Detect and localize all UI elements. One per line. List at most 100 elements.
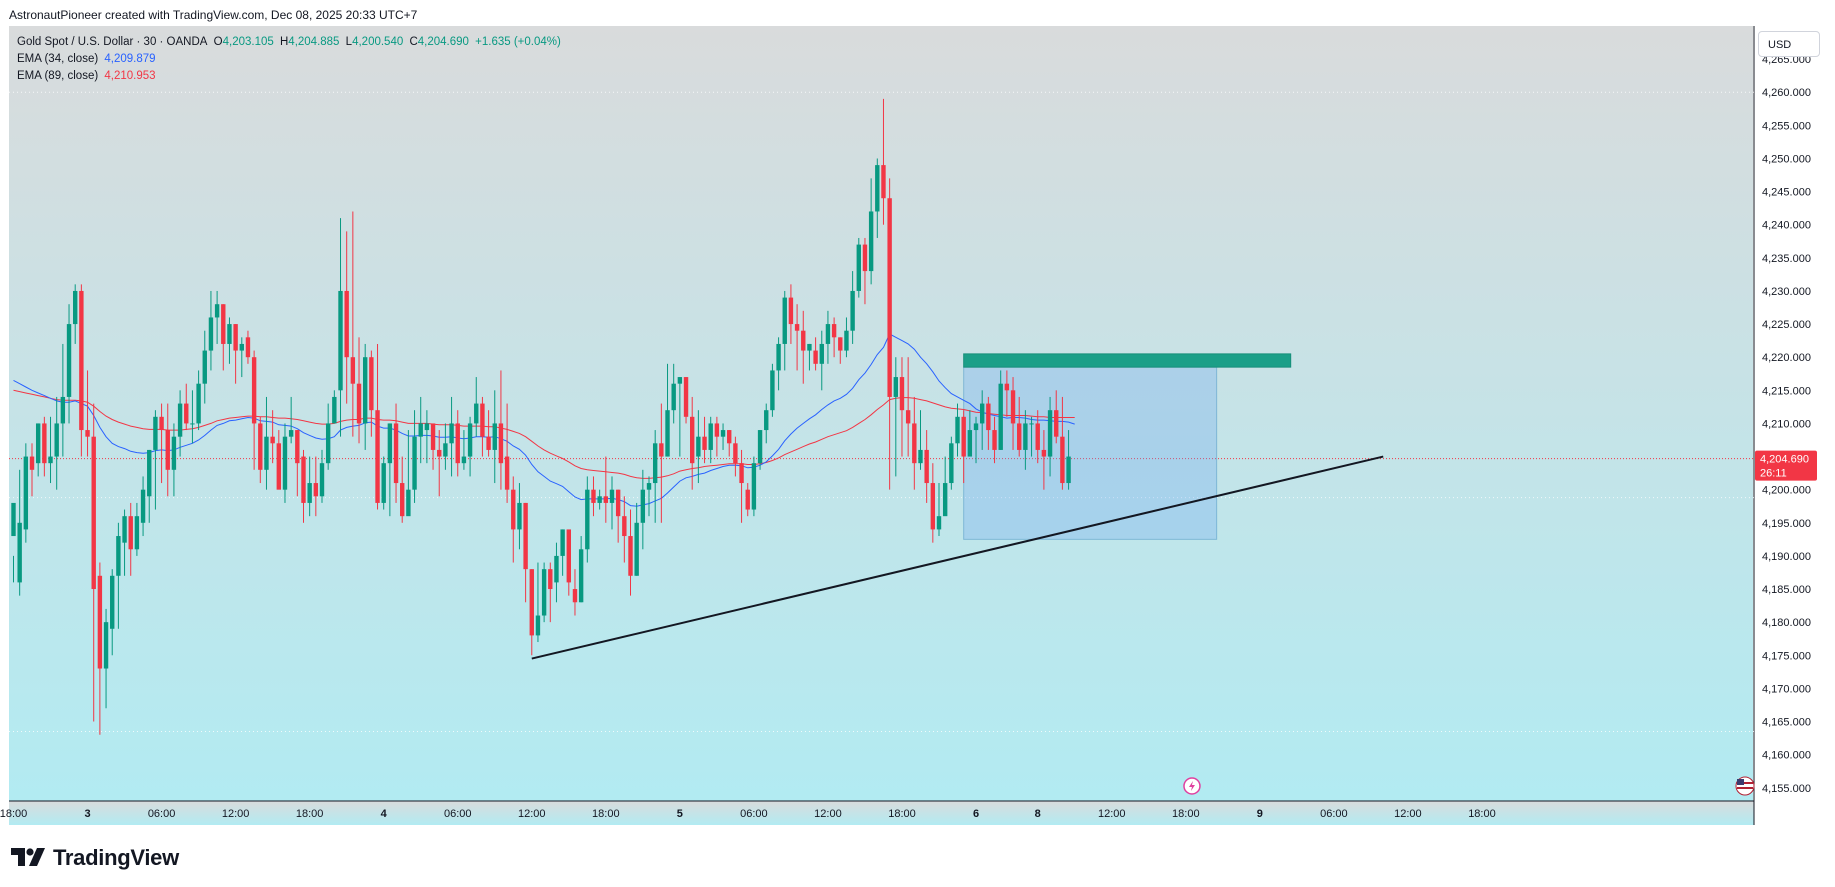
candle[interactable] [153,410,158,510]
candle[interactable] [646,476,652,517]
candle[interactable] [85,370,90,457]
candle[interactable] [905,357,911,457]
candle[interactable] [899,357,905,457]
candle[interactable] [54,396,59,490]
candle[interactable] [128,502,133,576]
candle[interactable] [813,337,818,371]
candle[interactable] [609,476,615,530]
candle[interactable] [757,430,763,470]
candle[interactable] [548,562,553,623]
candle[interactable] [856,237,861,298]
candle[interactable] [17,469,22,596]
candle[interactable] [751,456,757,517]
candle[interactable] [165,403,170,497]
candle[interactable] [942,456,948,517]
candle[interactable] [387,423,393,517]
candle[interactable] [73,284,78,344]
candle[interactable] [233,324,238,384]
candle[interactable] [480,396,485,457]
candle[interactable] [498,370,504,490]
candle[interactable] [159,403,164,484]
candle[interactable] [245,330,251,364]
candle[interactable] [511,476,516,563]
candle[interactable] [1010,377,1016,450]
candle[interactable] [424,410,430,464]
candle[interactable] [572,569,578,616]
candle[interactable] [492,390,497,484]
candle[interactable] [171,423,177,497]
candle[interactable] [116,522,121,629]
symbol-title[interactable]: Gold Spot / U.S. Dollar · 30 · OANDA [17,36,208,48]
candle[interactable] [1047,396,1053,477]
candle[interactable] [634,502,639,576]
candle[interactable] [992,416,997,464]
candle[interactable] [702,416,707,464]
candle[interactable] [79,284,84,457]
candle[interactable] [677,377,683,457]
candle[interactable] [393,403,399,503]
candle[interactable] [733,436,738,477]
candle[interactable] [578,536,584,603]
candle[interactable] [788,284,794,344]
candle[interactable] [831,317,837,358]
candle[interactable] [893,357,899,477]
candle[interactable] [924,430,929,503]
candle[interactable] [597,489,602,510]
candle[interactable] [251,350,257,470]
candle[interactable] [794,304,800,371]
candle[interactable] [1017,396,1022,457]
candle[interactable] [66,304,72,424]
candle[interactable] [523,502,528,603]
candle[interactable] [430,423,436,470]
candle[interactable] [301,449,306,523]
candle[interactable] [850,271,855,344]
candle[interactable] [918,410,923,470]
candle[interactable] [282,423,288,503]
candle[interactable] [764,403,769,444]
candle[interactable] [344,231,349,404]
candle[interactable] [875,158,880,238]
candle[interactable] [807,343,812,371]
candle[interactable] [35,423,41,477]
candle[interactable] [671,363,676,424]
candle[interactable] [640,469,646,550]
candle[interactable] [529,569,534,656]
candle[interactable] [48,416,53,484]
candle[interactable] [554,542,559,603]
candle[interactable] [1004,370,1010,417]
candle[interactable] [949,436,954,490]
ema89-row[interactable]: EMA (89, close) 4,210.953 [17,68,564,85]
ema34-line[interactable] [13,333,1075,507]
candle[interactable] [467,416,473,477]
candle[interactable] [782,290,787,371]
candle[interactable] [776,337,781,391]
candle[interactable] [418,396,423,464]
candle[interactable] [1054,390,1059,444]
candle[interactable] [29,443,35,497]
candle[interactable] [770,363,775,417]
candle[interactable] [208,290,214,371]
candle[interactable] [122,509,127,576]
resistance-zone[interactable] [963,353,1292,368]
candle[interactable] [881,98,886,225]
candle[interactable] [103,608,109,709]
candle[interactable] [362,343,368,450]
candle[interactable] [369,350,374,437]
candle[interactable] [1023,410,1028,470]
candle[interactable] [239,337,244,378]
candle[interactable] [622,496,627,563]
trendline[interactable] [531,455,1384,660]
candle[interactable] [449,396,454,477]
candle[interactable] [517,483,522,550]
candle[interactable] [745,483,750,517]
candle[interactable] [838,337,843,364]
candle[interactable] [955,403,960,457]
candle[interactable] [110,569,115,656]
candle[interactable] [615,489,621,543]
candle[interactable] [264,396,269,490]
candle[interactable] [973,416,979,464]
candle[interactable] [739,449,744,523]
candle[interactable] [560,529,565,576]
candle[interactable] [443,423,448,470]
candle[interactable] [566,529,571,596]
